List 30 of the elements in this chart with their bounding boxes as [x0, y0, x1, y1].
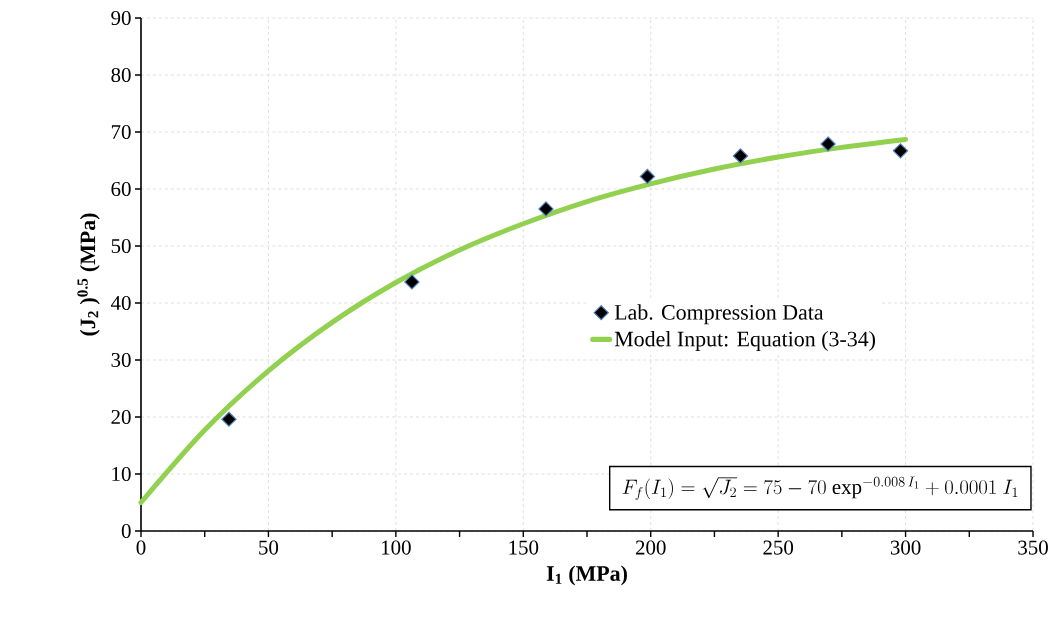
y-tick-label: 60 [111, 181, 131, 197]
x-tick-label: 350 [1018, 540, 1048, 555]
point [639, 168, 656, 185]
x-tick-label: 250 [763, 540, 794, 555]
y-tick-label: 10 [112, 466, 131, 482]
legend-label: Model Input: Equation (3-34) [614, 331, 875, 351]
y-tick-label: 20 [111, 409, 131, 425]
point [820, 136, 836, 152]
point [732, 148, 749, 164]
y-tick-label: 0 [121, 523, 131, 539]
y-tick-label: 40 [110, 295, 131, 311]
point [892, 143, 909, 159]
x-tick-label: 100 [382, 540, 411, 555]
x-tick-label: 200 [635, 540, 666, 555]
y-tick-label: 30 [111, 352, 131, 368]
point [538, 201, 554, 217]
y-tick-label: 90 [111, 10, 131, 26]
y-axis-title: (J$_{2}$ )$^{0.5}$ (MPa) [77, 213, 100, 336]
point [404, 274, 420, 290]
x-tick-label: 50 [259, 540, 279, 555]
y-tick-label: 80 [111, 67, 131, 83]
point [221, 411, 237, 427]
annotation: $F_f(I_1)=\sqrt{J_2}=75-70\ \mathrm{exp}^{-0.008\,I_1}+0.0001\ I_1$ [622, 476, 1018, 500]
x-tick-label: 300 [890, 540, 921, 555]
x-axis-title: I$_{1}$ (MPa) [546, 565, 627, 586]
x-tick-label: 150 [509, 540, 539, 555]
y-tick-label: 50 [111, 238, 131, 254]
legend-label: Lab. Compression Data [614, 304, 824, 325]
x-tick-label: 0 [136, 540, 146, 555]
y-tick-label: 70 [111, 124, 131, 140]
